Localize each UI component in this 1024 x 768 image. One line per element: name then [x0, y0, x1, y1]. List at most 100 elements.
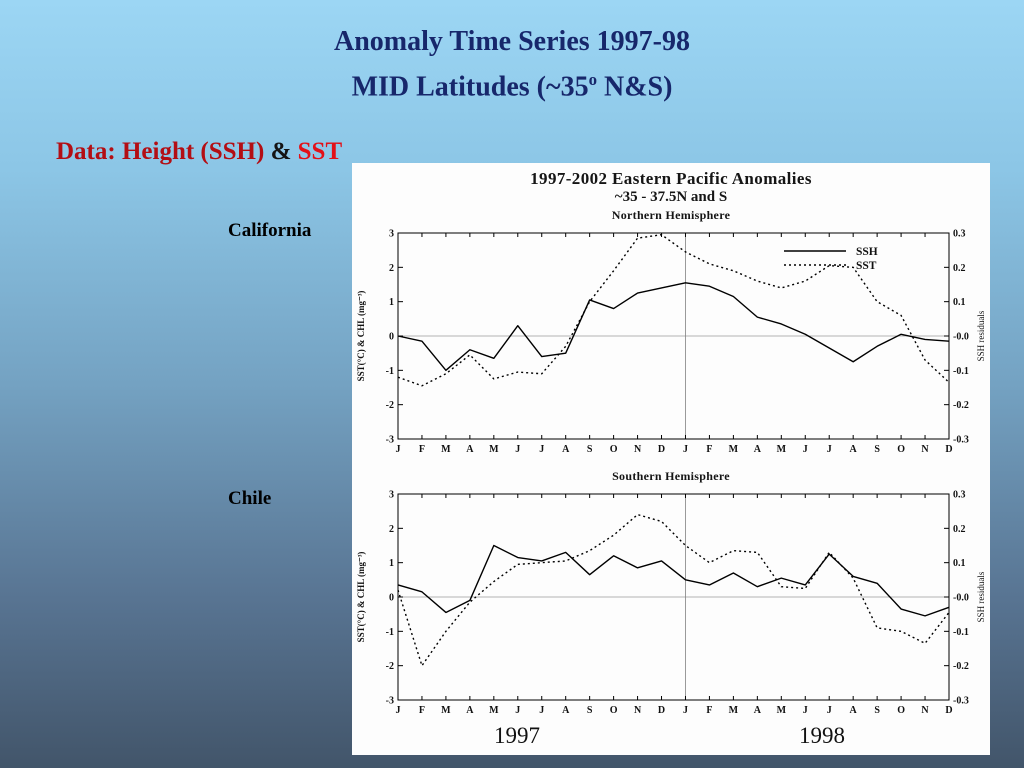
data-label-sst: SST: [297, 138, 343, 165]
svg-text:J: J: [683, 705, 688, 716]
svg-text:J: J: [803, 705, 808, 716]
svg-text:N: N: [634, 444, 642, 455]
svg-text:A: A: [562, 705, 570, 716]
svg-text:SST: SST: [856, 260, 877, 272]
svg-text:M: M: [777, 705, 787, 716]
svg-text:N: N: [634, 705, 642, 716]
data-label-ampersand: &: [264, 138, 298, 165]
svg-text:2: 2: [389, 263, 394, 274]
svg-text:-0.2: -0.2: [953, 400, 969, 411]
svg-text:O: O: [610, 444, 618, 455]
svg-text:SST(°C) & CHL (mg⁻³): SST(°C) & CHL (mg⁻³): [356, 291, 366, 382]
svg-text:-0.1: -0.1: [953, 366, 969, 377]
svg-text:A: A: [754, 705, 762, 716]
slide-subtitle: MID Latitudes (~35o N&S): [0, 70, 1024, 103]
svg-text:M: M: [729, 705, 739, 716]
svg-text:0.1: 0.1: [953, 558, 966, 569]
svg-text:1: 1: [389, 297, 394, 308]
svg-text:J: J: [803, 444, 808, 455]
svg-text:F: F: [419, 444, 425, 455]
svg-text:-0.1: -0.1: [953, 627, 969, 638]
southern-hemisphere-title: Southern Hemisphere: [612, 469, 730, 483]
svg-text:0.2: 0.2: [953, 524, 966, 535]
svg-text:M: M: [777, 444, 787, 455]
svg-text:D: D: [658, 444, 665, 455]
svg-text:J: J: [515, 444, 520, 455]
svg-text:-3: -3: [386, 696, 394, 707]
svg-text:SST(°C) & CHL (mg⁻³): SST(°C) & CHL (mg⁻³): [356, 552, 366, 643]
svg-text:-1: -1: [386, 627, 394, 638]
subtitle-text-end: N&S): [596, 71, 673, 103]
svg-text:-0.3: -0.3: [953, 696, 969, 707]
data-label-height-ssh: Data: Height (SSH): [56, 138, 265, 165]
svg-text:F: F: [706, 705, 712, 716]
svg-text:SSH: SSH: [856, 246, 878, 258]
chart-panel: 1997-2002 Eastern Pacific Anomalies ~35 …: [352, 163, 990, 755]
svg-text:0.2: 0.2: [953, 263, 966, 274]
svg-text:1: 1: [389, 558, 394, 569]
svg-text:N: N: [921, 444, 929, 455]
svg-text:0: 0: [389, 593, 394, 604]
svg-text:N: N: [921, 705, 929, 716]
subtitle-superscript: o: [588, 70, 597, 89]
northern-hemisphere-title: Northern Hemisphere: [611, 208, 731, 222]
southern-hemisphere-chart: 3 2 1 0 -1 -2 -3 0.3 0.2 0.1 -0.0 -0.1 -0.2 -0.3 J F M A M…: [356, 490, 986, 717]
svg-text:-0.2: -0.2: [953, 661, 969, 672]
svg-text:0.3: 0.3: [953, 490, 966, 501]
svg-text:M: M: [489, 444, 499, 455]
svg-text:SSH residuals: SSH residuals: [976, 571, 986, 622]
svg-text:-2: -2: [386, 661, 394, 672]
svg-text:F: F: [419, 705, 425, 716]
svg-text:0.1: 0.1: [953, 297, 966, 308]
svg-text:-0.0: -0.0: [953, 332, 969, 343]
svg-text:F: F: [706, 444, 712, 455]
svg-text:0: 0: [389, 332, 394, 343]
svg-text:2: 2: [389, 524, 394, 535]
year-label-1998: 1998: [799, 723, 845, 748]
svg-text:-0.3: -0.3: [953, 435, 969, 446]
svg-text:A: A: [754, 444, 762, 455]
svg-text:J: J: [827, 444, 832, 455]
svg-text:0.3: 0.3: [953, 229, 966, 240]
svg-text:J: J: [539, 444, 544, 455]
chart-latitude-subtitle: ~35 - 37.5N and S: [614, 189, 728, 205]
svg-text:A: A: [850, 444, 858, 455]
svg-text:A: A: [850, 705, 858, 716]
svg-text:J: J: [539, 705, 544, 716]
svg-text:D: D: [945, 705, 952, 716]
year-label-1997: 1997: [494, 723, 540, 748]
svg-text:3: 3: [389, 490, 394, 501]
svg-text:J: J: [396, 705, 401, 716]
svg-text:SSH residuals: SSH residuals: [976, 310, 986, 361]
svg-text:S: S: [587, 705, 593, 716]
svg-text:M: M: [441, 444, 451, 455]
svg-text:-2: -2: [386, 400, 394, 411]
svg-text:O: O: [610, 705, 618, 716]
data-source-label: Data: Height (SSH) & SST: [56, 138, 342, 166]
svg-text:M: M: [489, 705, 499, 716]
svg-text:J: J: [515, 705, 520, 716]
svg-text:S: S: [874, 705, 880, 716]
svg-text:A: A: [466, 444, 474, 455]
chart-main-title: 1997-2002 Eastern Pacific Anomalies: [530, 169, 812, 188]
svg-text:O: O: [897, 705, 905, 716]
svg-text:A: A: [466, 705, 474, 716]
svg-text:-1: -1: [386, 366, 394, 377]
label-chile: Chile: [228, 488, 272, 509]
slide-title: Anomaly Time Series 1997-98: [334, 26, 690, 57]
svg-text:3: 3: [389, 229, 394, 240]
svg-text:O: O: [897, 444, 905, 455]
northern-hemisphere-chart: 3 2 1 0 -1 -2 -3 0.3 0.2 0.1 -0.0 -0.1 -0.2 -0.3 J F M A M…: [356, 229, 986, 456]
svg-text:S: S: [874, 444, 880, 455]
svg-text:D: D: [945, 444, 952, 455]
svg-text:S: S: [587, 444, 593, 455]
svg-text:J: J: [396, 444, 401, 455]
svg-text:-0.0: -0.0: [953, 593, 969, 604]
svg-text:-3: -3: [386, 435, 394, 446]
svg-text:M: M: [441, 705, 451, 716]
svg-text:A: A: [562, 444, 570, 455]
svg-text:J: J: [827, 705, 832, 716]
svg-text:M: M: [729, 444, 739, 455]
label-california: California: [228, 220, 312, 241]
